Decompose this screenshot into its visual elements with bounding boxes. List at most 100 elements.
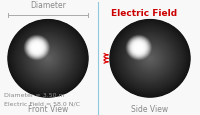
Ellipse shape bbox=[126, 36, 174, 82]
Ellipse shape bbox=[137, 46, 141, 50]
Ellipse shape bbox=[121, 31, 179, 87]
Ellipse shape bbox=[23, 35, 73, 83]
Ellipse shape bbox=[130, 40, 147, 56]
Ellipse shape bbox=[142, 52, 158, 66]
Ellipse shape bbox=[26, 38, 70, 79]
Text: Diameter = 3.50 m: Diameter = 3.50 m bbox=[4, 92, 65, 97]
Ellipse shape bbox=[9, 21, 87, 96]
Ellipse shape bbox=[28, 40, 45, 56]
Ellipse shape bbox=[19, 31, 77, 87]
Ellipse shape bbox=[128, 38, 172, 80]
Ellipse shape bbox=[22, 33, 74, 84]
Ellipse shape bbox=[10, 22, 86, 96]
Ellipse shape bbox=[138, 47, 162, 70]
Ellipse shape bbox=[130, 40, 170, 78]
Ellipse shape bbox=[140, 50, 160, 68]
Ellipse shape bbox=[124, 34, 176, 83]
Ellipse shape bbox=[119, 29, 181, 89]
Ellipse shape bbox=[145, 54, 155, 64]
Ellipse shape bbox=[30, 42, 43, 54]
Ellipse shape bbox=[30, 41, 66, 77]
Ellipse shape bbox=[138, 48, 162, 70]
Ellipse shape bbox=[129, 38, 149, 58]
Text: Diameter: Diameter bbox=[30, 1, 66, 10]
Ellipse shape bbox=[44, 55, 52, 62]
Ellipse shape bbox=[134, 43, 166, 75]
Ellipse shape bbox=[138, 47, 139, 49]
Ellipse shape bbox=[136, 45, 164, 73]
Ellipse shape bbox=[22, 34, 74, 84]
Ellipse shape bbox=[144, 53, 156, 65]
Ellipse shape bbox=[38, 49, 58, 68]
Ellipse shape bbox=[20, 32, 76, 86]
Ellipse shape bbox=[114, 24, 186, 94]
Ellipse shape bbox=[148, 57, 152, 60]
Ellipse shape bbox=[148, 56, 153, 61]
Ellipse shape bbox=[12, 25, 84, 93]
Ellipse shape bbox=[13, 25, 83, 92]
Ellipse shape bbox=[28, 39, 68, 79]
Ellipse shape bbox=[44, 55, 52, 63]
Ellipse shape bbox=[122, 32, 179, 86]
Ellipse shape bbox=[34, 45, 62, 72]
Ellipse shape bbox=[46, 56, 50, 61]
Ellipse shape bbox=[30, 41, 44, 55]
Ellipse shape bbox=[8, 20, 88, 97]
Ellipse shape bbox=[14, 27, 82, 91]
Ellipse shape bbox=[29, 40, 68, 78]
Ellipse shape bbox=[132, 42, 145, 54]
Ellipse shape bbox=[128, 38, 172, 79]
Ellipse shape bbox=[113, 23, 187, 94]
Ellipse shape bbox=[144, 53, 156, 65]
Ellipse shape bbox=[35, 46, 61, 71]
Ellipse shape bbox=[146, 55, 154, 62]
Ellipse shape bbox=[143, 52, 157, 66]
Ellipse shape bbox=[16, 29, 80, 89]
Ellipse shape bbox=[146, 55, 154, 63]
Ellipse shape bbox=[110, 21, 190, 97]
Ellipse shape bbox=[112, 23, 188, 95]
Ellipse shape bbox=[23, 35, 72, 82]
Ellipse shape bbox=[127, 37, 150, 59]
Ellipse shape bbox=[24, 36, 50, 60]
Ellipse shape bbox=[123, 33, 177, 85]
Ellipse shape bbox=[134, 43, 144, 53]
Ellipse shape bbox=[111, 21, 189, 96]
Ellipse shape bbox=[136, 45, 142, 51]
Ellipse shape bbox=[120, 30, 180, 87]
Ellipse shape bbox=[117, 27, 183, 91]
Ellipse shape bbox=[136, 45, 164, 72]
Ellipse shape bbox=[20, 32, 76, 85]
Ellipse shape bbox=[30, 42, 66, 76]
Ellipse shape bbox=[116, 26, 184, 92]
Ellipse shape bbox=[128, 38, 150, 59]
Ellipse shape bbox=[147, 56, 153, 62]
Ellipse shape bbox=[139, 48, 161, 69]
Ellipse shape bbox=[146, 55, 154, 63]
Ellipse shape bbox=[32, 43, 64, 74]
Ellipse shape bbox=[30, 42, 66, 76]
Ellipse shape bbox=[17, 29, 79, 89]
Ellipse shape bbox=[130, 39, 170, 79]
Ellipse shape bbox=[24, 36, 72, 82]
Ellipse shape bbox=[14, 26, 83, 92]
Text: Electric Field = 58.0 N/C: Electric Field = 58.0 N/C bbox=[4, 101, 80, 106]
Ellipse shape bbox=[122, 32, 178, 85]
Ellipse shape bbox=[36, 48, 60, 70]
Ellipse shape bbox=[112, 22, 188, 95]
Ellipse shape bbox=[28, 39, 46, 57]
Ellipse shape bbox=[120, 30, 180, 88]
Ellipse shape bbox=[29, 41, 44, 55]
Ellipse shape bbox=[114, 25, 186, 93]
Ellipse shape bbox=[43, 54, 53, 64]
Ellipse shape bbox=[116, 27, 184, 91]
Ellipse shape bbox=[148, 57, 152, 61]
Ellipse shape bbox=[12, 24, 84, 93]
Ellipse shape bbox=[132, 41, 168, 77]
Ellipse shape bbox=[122, 32, 178, 86]
Ellipse shape bbox=[36, 47, 60, 70]
Ellipse shape bbox=[134, 44, 166, 74]
Ellipse shape bbox=[42, 53, 54, 65]
Ellipse shape bbox=[133, 43, 167, 75]
Ellipse shape bbox=[140, 49, 160, 69]
